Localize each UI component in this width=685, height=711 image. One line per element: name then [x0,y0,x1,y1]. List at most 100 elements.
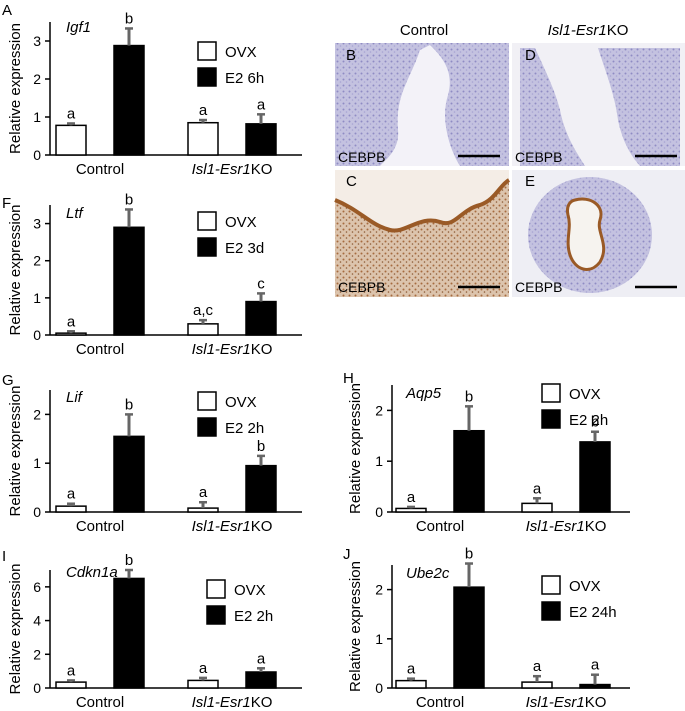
legend-label: E2 6h [225,70,264,87]
significance-label: a [199,660,208,677]
legend-swatch [206,605,226,625]
gene-label: Ube2c [406,565,450,582]
panel-letter: E [525,173,535,190]
category-label: Isl1-Esr1KO [192,341,273,358]
y-tick-label: 1 [375,631,383,647]
panel-letter: H [343,370,354,387]
bar-e2-24h [579,683,611,689]
y-axis-label: Relative expression [7,564,24,695]
legend-swatch [206,579,226,599]
panel-letter: D [525,47,536,64]
bar-ovx [521,681,553,689]
legend-label: E2 2h [569,412,608,429]
bar-ovx [521,502,553,513]
chart-panel-a: A Igf1 Relative expression 0 1 2 3 a b Control a a I… [2,2,302,178]
legend-label: E2 3d [225,240,264,257]
category-label: Isl1-Esr1KO [192,694,273,711]
y-axis-label: Relative expression [347,561,364,692]
category-label: Control [76,161,124,178]
gene-label: Igf1 [66,19,91,36]
legend-swatch [197,237,217,257]
y-tick-label: 0 [33,504,41,520]
legend-label: E2 2h [234,608,273,625]
legend-label: OVX [569,386,601,403]
significance-label: a [199,484,208,501]
significance-label: a [67,486,76,503]
significance-label: a [257,650,266,667]
y-tick-label: 2 [375,582,383,598]
y-axis-label: Relative expression [7,23,24,154]
significance-label: b [125,552,133,569]
legend-label: OVX [225,214,257,231]
bar-e2-2h [453,429,485,513]
bar-e2-2h [113,435,145,513]
bar-e2-2h [245,671,277,689]
legend-swatch [541,383,561,403]
significance-label: b [591,414,599,431]
micrograph-b: B CEBPB [335,43,509,166]
significance-label: a [257,96,266,113]
legend-swatch [197,417,217,437]
gene-label: Lif [66,389,84,406]
bar-e2-2h [579,441,611,513]
stain-label: CEBPB [338,149,385,165]
chart-panel-f: F Ltf Relative expression 0 1 2 3 a b Control a,c c… [2,191,302,358]
bar-e2-3d [113,226,145,336]
bar-e2-6h [113,44,145,156]
y-axis-label: Relative expression [7,386,24,517]
significance-label: a [591,657,600,674]
micrograph-d: D CEBPB [512,43,685,166]
significance-label: b [465,546,473,563]
legend-swatch [541,575,561,595]
bar-ovx [55,681,87,689]
bar-ovx [55,124,87,156]
legend-label: OVX [225,394,257,411]
significance-label: b [125,191,133,208]
y-tick-label: 2 [33,406,41,422]
bar-ovx [187,323,219,336]
significance-label: a [407,489,416,506]
bar-e2-2h [245,464,277,513]
legend-swatch [197,211,217,231]
bar-ovx [187,679,219,689]
panel-letter: F [2,195,11,212]
stain-label: CEBPB [515,279,562,295]
header-ko-label: Isl1-Esr1KO [548,22,629,39]
bar-e2-3d [245,300,277,336]
significance-label: c [257,275,265,292]
category-label: Control [416,694,464,711]
category-label: Isl1-Esr1KO [526,518,607,535]
legend-label: OVX [234,582,266,599]
bar-ovx [55,505,87,513]
y-tick-label: 2 [33,71,41,87]
legend-label: E2 24h [569,604,617,621]
y-tick-label: 0 [375,680,383,696]
gene-label: Ltf [66,205,85,222]
bar-ovx [187,121,219,156]
y-tick-label: 0 [33,327,41,343]
y-tick-label: 6 [33,579,41,595]
significance-label: a,c [193,302,214,319]
bar-ovx [187,507,219,513]
y-tick-label: 4 [33,613,41,629]
bar-e2-2h [113,577,145,689]
stain-label: CEBPB [515,149,562,165]
y-tick-label: 3 [33,216,41,232]
gene-label: Aqp5 [405,385,442,402]
significance-label: a [67,105,76,122]
category-label: Isl1-Esr1KO [526,694,607,711]
y-tick-label: 2 [33,253,41,269]
y-tick-label: 3 [33,33,41,49]
legend-label: E2 2h [225,420,264,437]
significance-label: a [199,102,208,119]
bar-e2-24h [453,586,485,689]
category-label: Control [416,518,464,535]
bar-ovx [55,332,87,336]
y-tick-label: 2 [33,646,41,662]
y-tick-label: 2 [375,402,383,418]
y-tick-label: 1 [33,290,41,306]
significance-label: b [257,438,265,455]
significance-label: a [407,661,416,678]
